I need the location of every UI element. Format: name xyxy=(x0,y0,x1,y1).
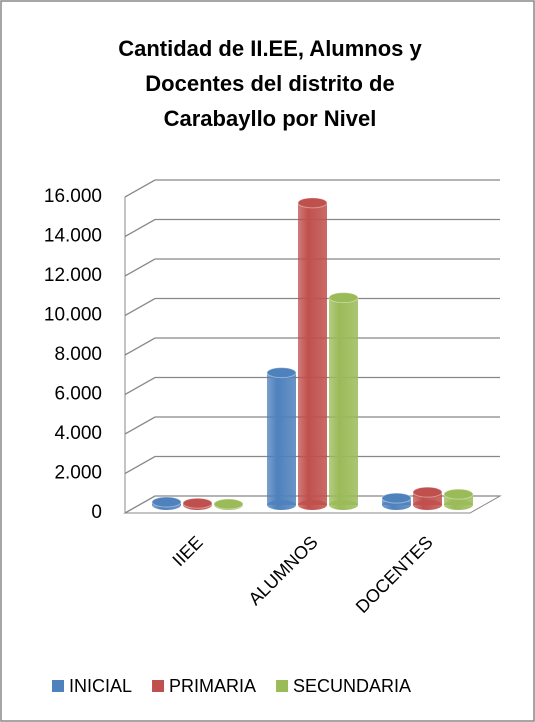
y-tick-label: 8.000 xyxy=(54,344,102,365)
bar-top xyxy=(151,496,182,508)
y-tick-label: 10.000 xyxy=(44,305,102,326)
legend-label: SECUNDARIA xyxy=(293,676,411,696)
bar xyxy=(182,497,213,510)
chart-title: Cantidad de II.EE, Alumnos y xyxy=(118,36,422,61)
bar-top xyxy=(381,492,412,504)
legend-swatch xyxy=(276,680,289,692)
bar xyxy=(213,498,244,510)
y-tick-label: 16.000 xyxy=(44,186,102,207)
bar-top xyxy=(266,367,297,379)
bar-top xyxy=(412,486,443,498)
bar-body xyxy=(329,297,358,505)
bar xyxy=(443,488,474,510)
legend-swatch xyxy=(52,680,64,692)
bar xyxy=(297,197,328,510)
bar-top xyxy=(328,292,359,304)
grid-line xyxy=(124,297,500,317)
y-tick-label: 2.000 xyxy=(54,463,102,484)
bar-base xyxy=(444,500,473,510)
bar-base xyxy=(329,500,358,510)
bar-base xyxy=(267,500,296,510)
legend-label: PRIMARIA xyxy=(169,676,256,696)
bar xyxy=(381,492,412,510)
bar-top xyxy=(297,197,328,209)
chart-title: Docentes del distrito de xyxy=(145,71,394,96)
bar-body xyxy=(444,494,473,505)
bar-base xyxy=(382,500,411,510)
bar xyxy=(151,496,182,510)
bar-top xyxy=(182,497,213,509)
grid-line xyxy=(124,376,500,396)
y-tick-label: 4.000 xyxy=(54,423,102,444)
y-tick-label: 0 xyxy=(91,502,102,523)
y-tick-label: 12.000 xyxy=(44,265,102,286)
bar-base xyxy=(413,500,442,510)
y-tick-label: 14.000 xyxy=(44,226,102,247)
chart-title: Carabayllo por Nivel xyxy=(164,106,377,131)
bar-top xyxy=(213,498,244,510)
bar-body xyxy=(267,372,296,505)
bar-top xyxy=(443,488,474,500)
grid-line xyxy=(124,416,500,435)
grid-line xyxy=(124,218,500,238)
bar-body xyxy=(298,202,327,505)
legend-swatch xyxy=(152,680,165,692)
grid-line xyxy=(124,455,500,475)
grid-line xyxy=(124,179,500,198)
bar xyxy=(266,367,297,510)
bar xyxy=(412,486,443,510)
grid-line xyxy=(124,258,500,277)
bar-base xyxy=(298,500,327,510)
grid-line xyxy=(124,337,500,356)
y-tick-label: 6.000 xyxy=(54,384,102,405)
bar xyxy=(328,292,359,510)
legend-label: INICIAL xyxy=(69,676,132,696)
